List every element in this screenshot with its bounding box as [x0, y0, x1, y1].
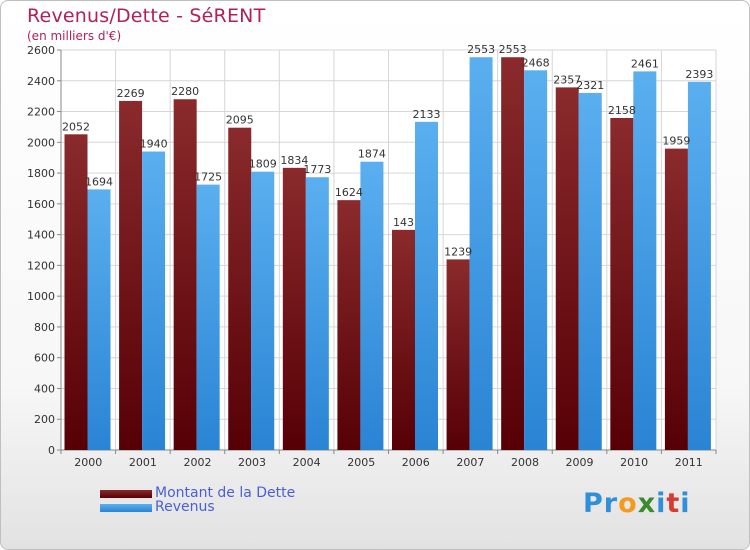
bar-dette [228, 127, 252, 450]
data-label-dette: 2158 [608, 104, 636, 117]
y-tick-label: 800 [34, 321, 55, 334]
y-tick-label: 400 [34, 382, 55, 395]
data-label-dette: 1239 [444, 245, 472, 258]
data-label-revenus: 2468 [522, 56, 550, 69]
bar-dette [555, 87, 579, 450]
chart-subtitle: (en milliers d'€) [27, 29, 122, 43]
data-label-dette: 2095 [226, 114, 254, 127]
axes: 0 200 400 600 800 1000 1200 1400 1600 1800 2000 220… [27, 44, 717, 469]
x-tick-label: 2005 [347, 456, 375, 469]
data-label-dette: 2052 [62, 120, 90, 133]
bar-revenus [305, 177, 329, 450]
legend-swatch-revenus [100, 504, 152, 512]
bar-revenus [469, 57, 493, 450]
bar-dette [173, 99, 197, 450]
data-label-revenus: 1940 [140, 138, 168, 151]
bar-revenus [251, 171, 275, 450]
data-label-revenus: 2321 [576, 79, 604, 92]
bar-dette [119, 100, 143, 450]
data-label-dette: 1834 [280, 154, 308, 167]
bar-revenus [687, 81, 711, 450]
bar-dette [337, 200, 361, 450]
bars [64, 57, 711, 451]
bar-dette [64, 134, 88, 451]
logo-letter: t [666, 488, 681, 519]
y-tick-label: 1600 [27, 198, 55, 211]
logo-letter: i [680, 488, 691, 519]
data-label-revenus: 1874 [358, 148, 386, 161]
data-label-revenus: 1725 [194, 171, 222, 184]
x-tick-label: 2003 [238, 456, 266, 469]
logo-letter: r [603, 488, 619, 519]
x-tick-label: 2000 [74, 456, 102, 469]
data-label-dette: 2357 [553, 73, 581, 86]
data-label-dette: 2280 [171, 85, 199, 98]
x-tick-label: 2007 [456, 456, 484, 469]
data-label-dette: 2269 [117, 87, 145, 100]
y-tick-label: 1800 [27, 167, 55, 180]
x-tick-label: 2009 [566, 456, 594, 469]
bar-dette [501, 57, 525, 450]
bar-dette [282, 167, 306, 450]
y-tick-label: 600 [34, 352, 55, 365]
grid-lines [60, 49, 717, 451]
bar-dette [664, 148, 688, 450]
x-tick-label: 2011 [675, 456, 703, 469]
x-tick-label: 2008 [511, 456, 539, 469]
y-tick-label: 0 [48, 444, 55, 457]
data-label-revenus: 1694 [85, 175, 113, 188]
y-tick-label: 1000 [27, 290, 55, 303]
logo-letter: P [583, 488, 604, 519]
bar-revenus [415, 121, 438, 450]
data-label-dette: 143 [393, 216, 414, 229]
logo-letter: i [656, 488, 667, 519]
data-label-dette: 1624 [335, 186, 363, 199]
bar-revenus [360, 161, 384, 450]
bar-dette [392, 229, 415, 450]
data-label-revenus: 2461 [631, 57, 659, 70]
x-tick-label: 2010 [620, 456, 648, 469]
data-label-revenus: 1809 [249, 158, 277, 171]
bar-revenus [578, 92, 602, 450]
data-label-revenus: 2393 [685, 68, 713, 81]
y-tick-label: 1400 [27, 229, 55, 242]
data-label-revenus: 2133 [413, 108, 441, 121]
chart-title: Revenus/Dette - SéRENT [27, 5, 266, 27]
x-tick-label: 2001 [129, 456, 157, 469]
data-label-dette: 1959 [662, 135, 690, 148]
legend-label-revenus: Revenus [155, 499, 215, 515]
logo-letter: o [618, 488, 638, 519]
x-tick-label: 2002 [183, 456, 211, 469]
bar-revenus [633, 71, 657, 450]
bar-dette [610, 118, 634, 450]
data-label-revenus: 1773 [303, 163, 331, 176]
proxiti-logo: Proxiti [583, 488, 691, 519]
logo-letter: x [637, 488, 657, 519]
bar-revenus [142, 151, 166, 451]
y-tick-label: 2400 [27, 75, 55, 88]
data-label-dette: 2553 [499, 43, 527, 56]
legend-label-dette: Montant de la Dette [155, 485, 296, 501]
data-label-revenus: 2553 [467, 43, 495, 56]
x-tick-label: 2006 [402, 456, 430, 469]
y-tick-label: 2600 [27, 44, 55, 57]
legend-swatch-dette [100, 490, 152, 498]
bar-revenus [196, 184, 220, 450]
y-tick-label: 1200 [27, 259, 55, 272]
y-tick-label: 2200 [27, 106, 55, 119]
y-tick-label: 2000 [27, 136, 55, 149]
x-tick-label: 2004 [293, 456, 321, 469]
bar-dette [446, 259, 470, 450]
y-tick-label: 200 [34, 413, 55, 426]
bar-revenus [524, 70, 548, 451]
bar-revenus [87, 189, 111, 450]
